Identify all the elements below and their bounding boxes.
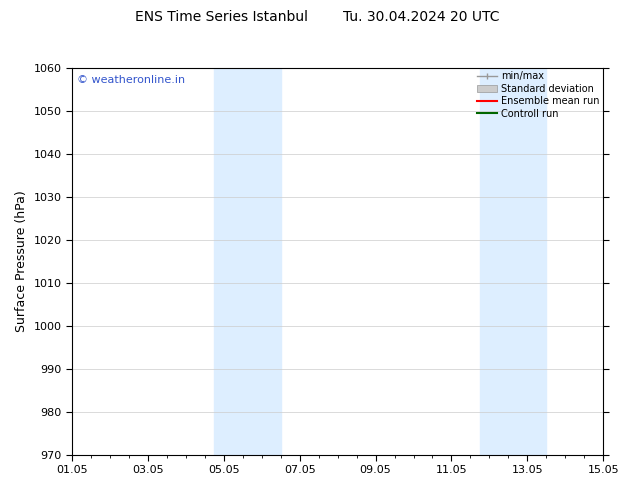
Text: ENS Time Series Istanbul        Tu. 30.04.2024 20 UTC: ENS Time Series Istanbul Tu. 30.04.2024 … <box>135 10 499 24</box>
Legend: min/max, Standard deviation, Ensemble mean run, Controll run: min/max, Standard deviation, Ensemble me… <box>476 70 601 121</box>
Text: © weatheronline.in: © weatheronline.in <box>77 75 186 85</box>
Y-axis label: Surface Pressure (hPa): Surface Pressure (hPa) <box>15 190 28 332</box>
Bar <box>480 68 547 455</box>
Bar <box>214 68 281 455</box>
